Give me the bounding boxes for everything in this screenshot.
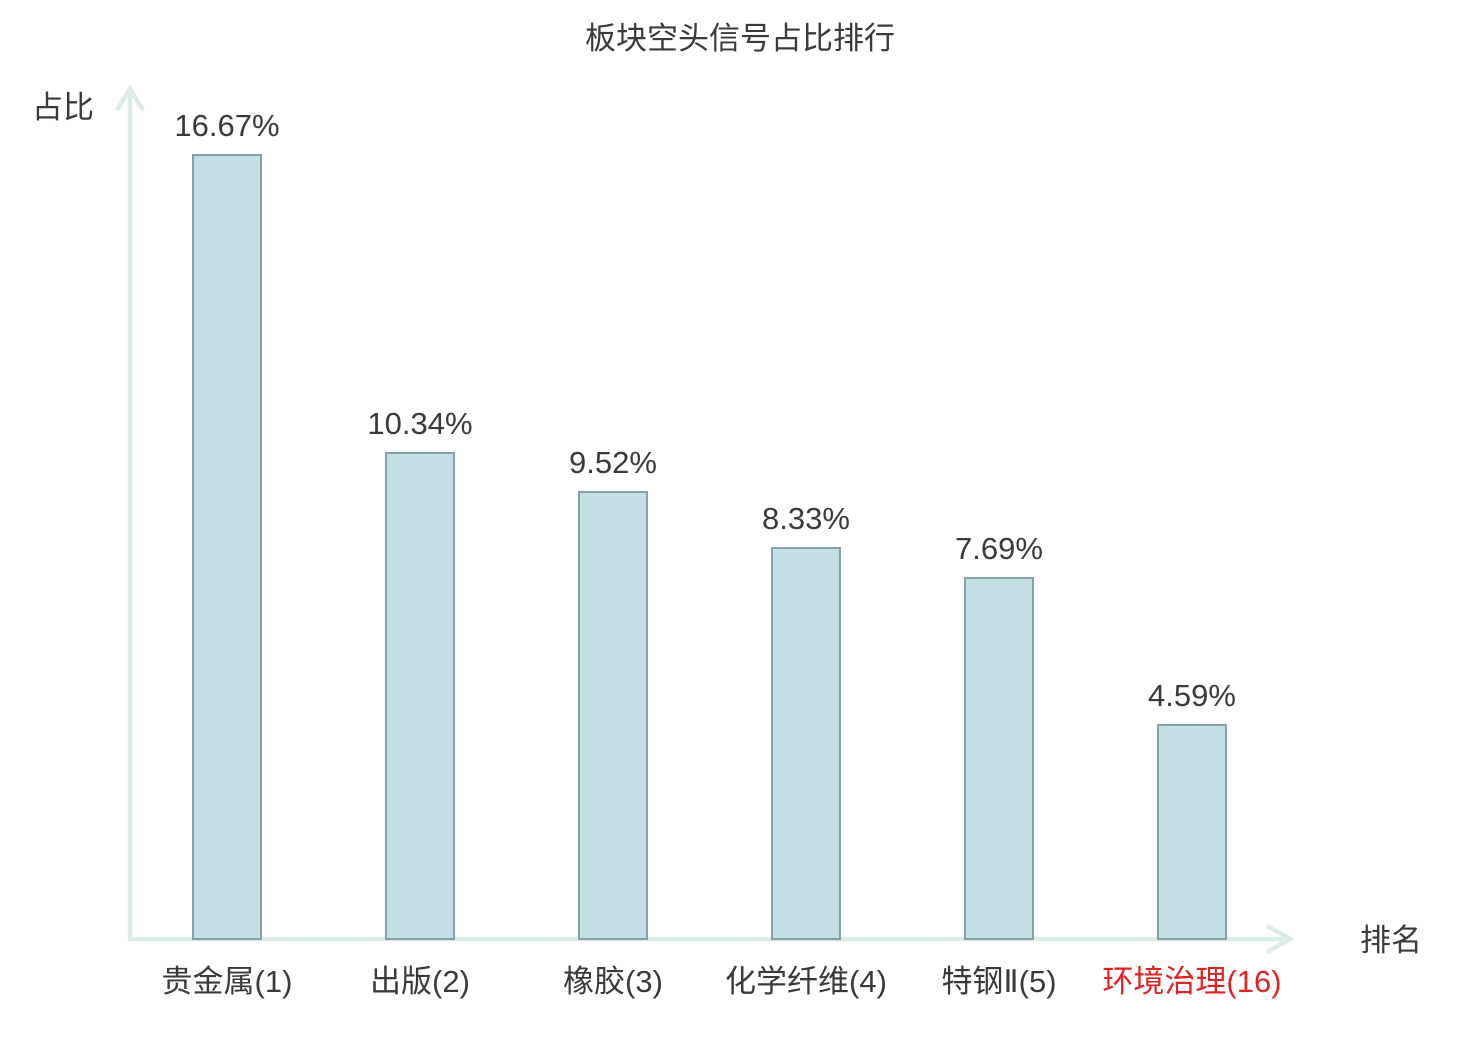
category-label: 橡胶(3) [563,964,663,999]
bar-value-label: 8.33% [762,501,850,536]
bar [771,547,841,940]
category-label: 出版(2) [370,964,470,999]
bar-value-label: 7.69% [955,531,1043,566]
bar-value-label: 4.59% [1148,678,1236,713]
bar [964,577,1034,940]
category-label: 特钢Ⅱ(5) [941,964,1057,999]
bar [192,154,262,940]
bar [578,491,648,940]
x-axis-arrow-icon [1265,924,1295,954]
bar-value-label: 9.52% [569,445,657,480]
chart-title: 板块空头信号占比排行 [585,21,895,56]
y-axis-arrow-icon [115,84,145,112]
category-label: 化学纤维(4) [725,964,887,999]
category-label: 贵金属(1) [161,964,293,999]
x-axis-label: 排名 [1360,923,1422,958]
bar [1157,724,1227,940]
category-label: 环境治理(16) [1102,964,1282,999]
bar-value-label: 10.34% [367,406,473,441]
bar-value-label: 16.67% [174,108,280,143]
bar [385,452,455,940]
y-axis-label: 占比 [32,90,94,125]
